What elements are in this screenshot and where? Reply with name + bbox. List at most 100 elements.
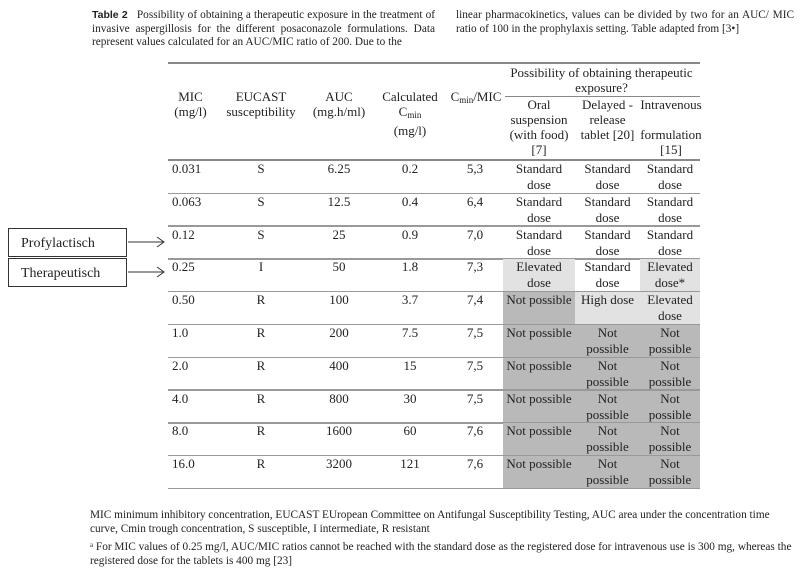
table-row: 2.0 R 400 15 7,5 Not possible Not possible Not …	[168, 357, 700, 391]
cell-delayed: Not possible	[575, 390, 640, 424]
cell-delayed: Not possible	[575, 456, 640, 490]
header-oral: Oral suspension (with food) [7]	[509, 97, 569, 157]
table-row: 1.0 R 200 7.5 7,5 Not possible Not possible Not…	[168, 325, 700, 358]
cell-cmin: 60	[403, 423, 417, 439]
row-divider	[168, 225, 700, 227]
header-delayed: Delayed -release tablet [20]	[580, 97, 635, 142]
cell-iv: Standard dose	[646, 161, 694, 192]
cell-eucast: S	[257, 161, 265, 176]
cell-mic: 0.25	[172, 259, 195, 275]
cell-delayed: Standard dose	[584, 193, 631, 225]
row-divider	[168, 323, 700, 326]
cell-cmin: 7.5	[401, 325, 419, 340]
annotation-prophylactic: Profylactisch	[8, 228, 127, 257]
cell-iv: Elevated dose*	[640, 259, 700, 293]
cell-eucast: R	[256, 423, 266, 439]
cell-ratio: 7,6	[466, 423, 484, 439]
cell-ratio: 7,5	[466, 357, 484, 373]
header-iv: Intravenous formulation [15]	[640, 97, 702, 157]
cell-cmin: 3.7	[401, 292, 419, 308]
table-row: 0.25 I 50 1.8 7,3 Elevated dose Standard dose E…	[168, 259, 700, 293]
table-row: 4.0 R 800 30 7,5 Not possible Not possible Not …	[168, 390, 700, 424]
header-cmin: Calculated Cmin (mg/l)	[382, 89, 438, 138]
cell-eucast: R	[256, 357, 266, 373]
annotation-therapeutic: Therapeutisch	[8, 258, 127, 287]
cell-eucast: S	[257, 226, 265, 242]
cell-ratio: 7,6	[466, 456, 484, 472]
row-divider	[168, 422, 700, 424]
cell-cmin: 0.2	[401, 161, 419, 176]
cell-auc: 50	[332, 259, 346, 275]
cell-ratio: 7,5	[466, 390, 484, 406]
caption-label: Table 2	[92, 9, 128, 21]
cell-auc: 200	[329, 325, 349, 340]
header-auc: AUC (mg.h/ml)	[312, 89, 366, 119]
arrow-icon	[128, 236, 165, 248]
header-cmin-mic: Cmin/MIC	[450, 89, 502, 105]
cell-oral: Not possible	[503, 423, 575, 457]
cell-oral: Standard dose	[515, 193, 563, 225]
cell-iv: Standard dose	[646, 193, 694, 225]
cell-cmin: 0.4	[401, 193, 419, 209]
cell-oral: Elevated dose	[503, 259, 575, 293]
cell-auc: 400	[329, 357, 349, 373]
cell-auc: 800	[329, 390, 349, 406]
cell-mic: 8.0	[172, 423, 189, 439]
table-row: 0.12 S 25 0.9 7,0 Standard dose Standard dose S…	[168, 227, 700, 260]
cell-iv: Not possible	[640, 456, 700, 490]
cell-iv: Not possible	[640, 357, 700, 391]
cell-mic: 2.0	[172, 357, 189, 373]
cell-ratio: 6,4	[466, 193, 484, 209]
cell-iv: Not possible	[640, 325, 700, 358]
cell-mic: 0.50	[172, 292, 195, 308]
table-row: 0.031 S 6.25 0.2 5,3 Standard dose Standard do…	[168, 161, 700, 194]
cell-cmin: 0.9	[401, 226, 419, 242]
row-divider	[168, 192, 700, 194]
top-rule	[168, 62, 700, 64]
cell-delayed: Not possible	[575, 325, 640, 358]
cell-delayed: Standard dose	[584, 226, 631, 258]
row-divider	[168, 290, 700, 293]
cell-eucast: R	[256, 456, 266, 472]
cell-eucast: R	[256, 390, 266, 406]
cell-mic: 0.031	[172, 161, 202, 176]
footnote-abbreviations: MIC minimum inhibitory concentration, EU…	[90, 509, 770, 535]
cell-delayed: High dose	[575, 292, 640, 326]
header-mic: MIC (mg/l)	[174, 89, 207, 119]
cell-auc: 100	[329, 292, 349, 308]
cell-auc: 6.25	[327, 161, 351, 176]
cell-auc: 12.5	[327, 193, 351, 209]
cell-oral: Standard dose	[515, 226, 563, 258]
cell-delayed: Not possible	[575, 357, 640, 391]
cell-cmin: 121	[400, 456, 420, 472]
cell-oral: Standard dose	[515, 161, 563, 192]
cell-iv: Standard dose	[646, 226, 694, 258]
row-divider	[168, 356, 700, 358]
cell-mic: 0.12	[172, 226, 195, 242]
cell-ratio: 7,3	[466, 259, 484, 275]
cell-ratio: 7,0	[466, 226, 484, 242]
table-row: 8.0 R 1600 60 7,6 Not possible Not possible Not…	[168, 423, 700, 457]
cell-eucast: I	[258, 259, 264, 275]
cell-delayed: Not possible	[575, 423, 640, 457]
cell-mic: 0.063	[172, 193, 202, 209]
row-divider	[168, 454, 700, 457]
cell-eucast: S	[257, 193, 265, 209]
header-group: Possibility of obtaining therapeutic exp…	[510, 65, 693, 95]
cell-cmin: 30	[403, 390, 417, 406]
cell-iv: Not possible	[640, 390, 700, 424]
cell-oral: Not possible	[503, 292, 575, 326]
cell-auc: 1600	[326, 423, 352, 439]
cell-cmin: 1.8	[401, 259, 419, 275]
cell-eucast: R	[256, 292, 266, 308]
cell-auc: 25	[332, 226, 346, 242]
row-divider	[168, 258, 700, 260]
group-rule	[505, 96, 700, 97]
table-row: 16.0 R 3200 121 7,6 Not possible Not possible N…	[168, 456, 700, 490]
cell-mic: 4.0	[172, 390, 189, 406]
cell-ratio: 5,3	[466, 161, 484, 176]
arrow-icon	[128, 266, 165, 278]
cell-oral: Not possible	[503, 390, 575, 424]
cell-eucast: R	[256, 325, 266, 340]
cell-ratio: 7,4	[466, 292, 484, 308]
